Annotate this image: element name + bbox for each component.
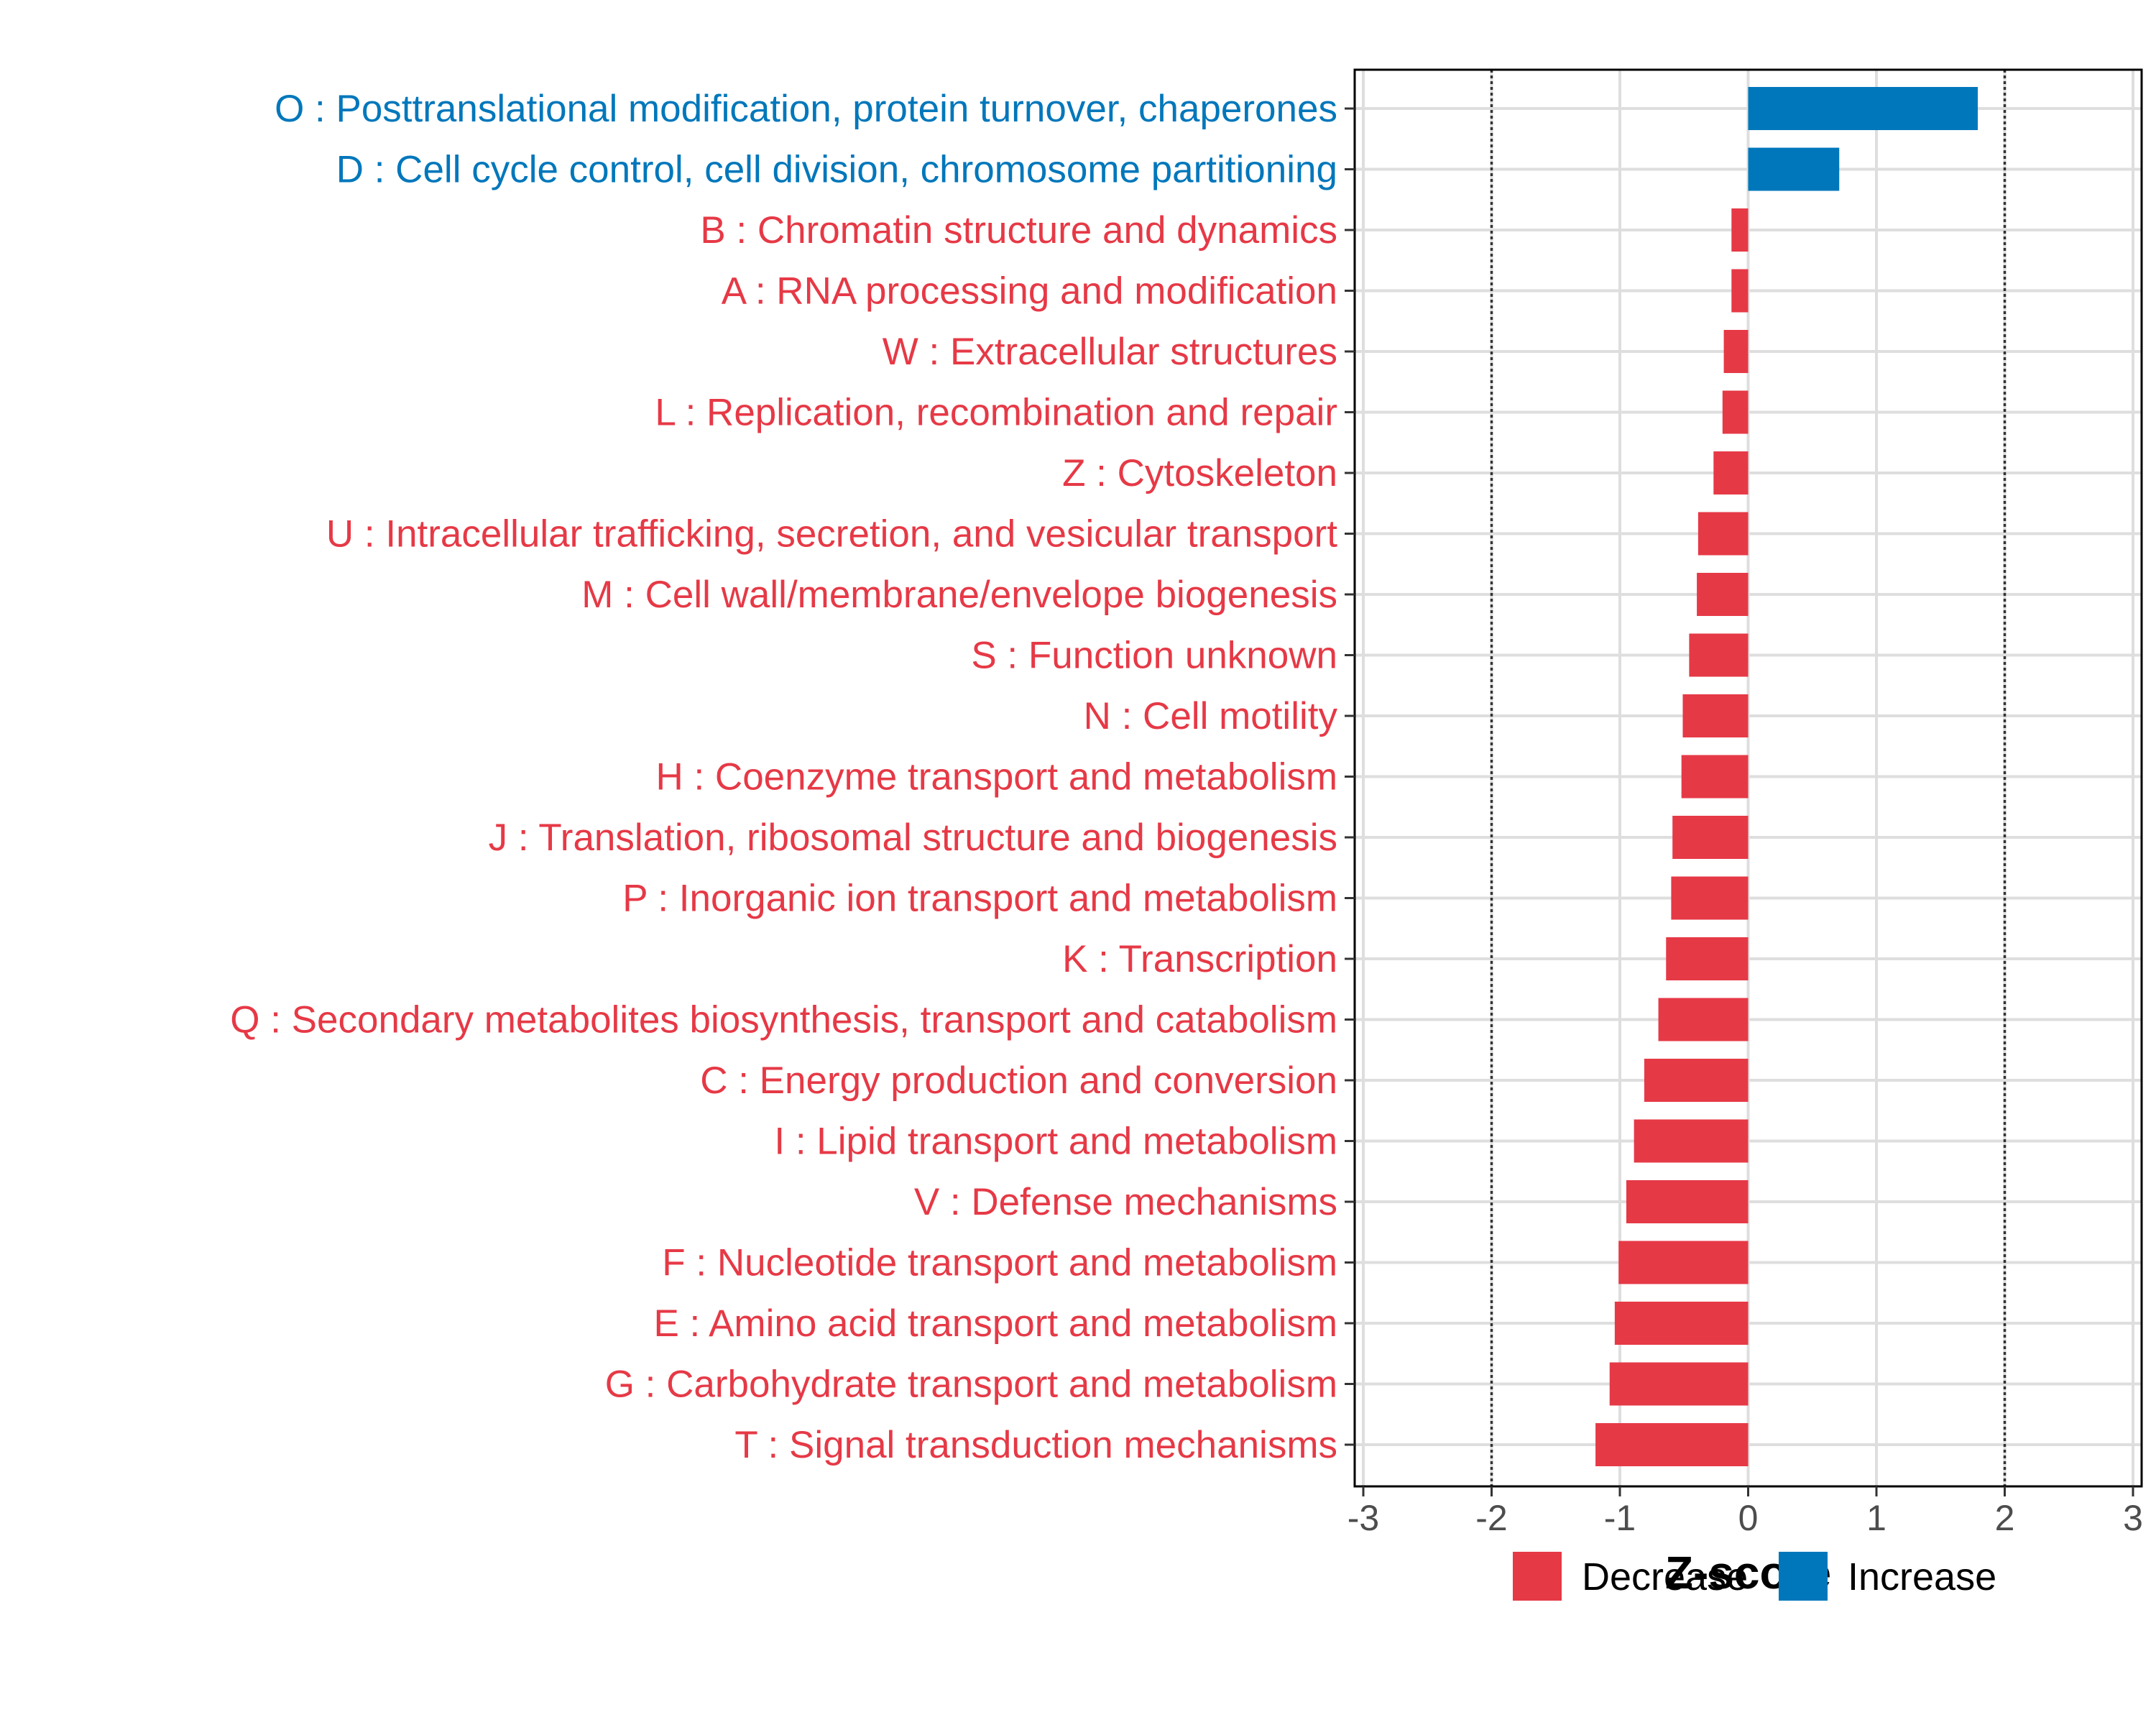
category-label: J : Translation, ribosomal structure and…: [489, 816, 1337, 859]
y-axis-ticks: [1345, 107, 1355, 1446]
bar: [1748, 147, 1840, 191]
category-label: S : Function unknown: [971, 635, 1337, 677]
category-label: B : Chromatin structure and dynamics: [700, 209, 1337, 252]
x-tick-label: 2: [1995, 1498, 2015, 1538]
bar: [1681, 755, 1749, 799]
x-tick-label: 3: [2123, 1498, 2143, 1538]
category-label: Z : Cytoskeleton: [1062, 452, 1337, 494]
category-label: L : Replication, recombination and repai…: [655, 392, 1337, 434]
category-label: D : Cell cycle control, cell division, c…: [336, 149, 1337, 191]
bar: [1713, 451, 1749, 494]
bars: [1595, 87, 1978, 1466]
bar: [1731, 269, 1749, 313]
bar: [1697, 512, 1749, 556]
category-label: A : RNA processing and modification: [722, 270, 1337, 313]
bar: [1644, 1059, 1749, 1102]
category-label: E : Amino acid transport and metabolism: [653, 1302, 1337, 1345]
bar: [1609, 1362, 1749, 1406]
category-label: F : Nucleotide transport and metabolism: [662, 1242, 1337, 1284]
bar: [1682, 694, 1749, 737]
legend-key: [1513, 1552, 1562, 1601]
reference-lines: [1490, 70, 2007, 1486]
bar: [1634, 1119, 1749, 1163]
bar: [1689, 633, 1749, 677]
category-label: I : Lipid transport and metabolism: [774, 1121, 1337, 1163]
x-tick-label: 1: [1866, 1498, 1886, 1538]
legend-label: Decrease: [1582, 1555, 1748, 1598]
bar: [1723, 330, 1749, 373]
bar: [1748, 87, 1978, 130]
category-label: T : Signal transduction mechanisms: [734, 1424, 1337, 1466]
x-axis-ticks: -3 -2 -1 0 1 2 3: [1348, 1486, 2143, 1538]
x-tick-label: 0: [1738, 1498, 1759, 1538]
x-tick-label: -2: [1475, 1498, 1507, 1538]
bar: [1666, 937, 1749, 980]
category-label: W : Extracellular structures: [883, 331, 1337, 373]
legend-key: [1779, 1552, 1828, 1601]
bar: [1618, 1241, 1749, 1284]
category-label: N : Cell motility: [1084, 695, 1338, 737]
bar: [1658, 998, 1749, 1041]
x-tick-label: -1: [1604, 1498, 1636, 1538]
bar: [1722, 390, 1749, 434]
category-label: V : Defense mechanisms: [914, 1181, 1337, 1223]
bar: [1595, 1423, 1749, 1466]
category-label: Q : Secondary metabolites biosynthesis, …: [230, 999, 1337, 1041]
bar: [1671, 876, 1749, 920]
category-label: M : Cell wall/membrane/envelope biogenes…: [581, 574, 1337, 616]
bar: [1626, 1180, 1749, 1223]
bar: [1672, 816, 1749, 859]
category-label: K : Transcription: [1062, 938, 1337, 980]
x-tick-label: -3: [1348, 1498, 1379, 1538]
bar: [1614, 1302, 1749, 1345]
legend: Decrease Increase: [1513, 1552, 1996, 1601]
category-label: U : Intracellular trafficking, secretion…: [326, 513, 1337, 556]
category-label: G : Carbohydrate transport and metabolis…: [605, 1363, 1337, 1406]
category-label: O : Posttranslational modification, prot…: [275, 88, 1337, 130]
category-label: H : Coenzyme transport and metabolism: [655, 756, 1337, 799]
legend-label: Increase: [1848, 1555, 1996, 1598]
bar: [1697, 573, 1749, 616]
category-label: C : Energy production and conversion: [700, 1059, 1337, 1102]
category-label: P : Inorganic ion transport and metaboli…: [622, 878, 1337, 920]
bar: [1731, 208, 1749, 252]
category-labels: O : Posttranslational modification, prot…: [230, 88, 1337, 1466]
